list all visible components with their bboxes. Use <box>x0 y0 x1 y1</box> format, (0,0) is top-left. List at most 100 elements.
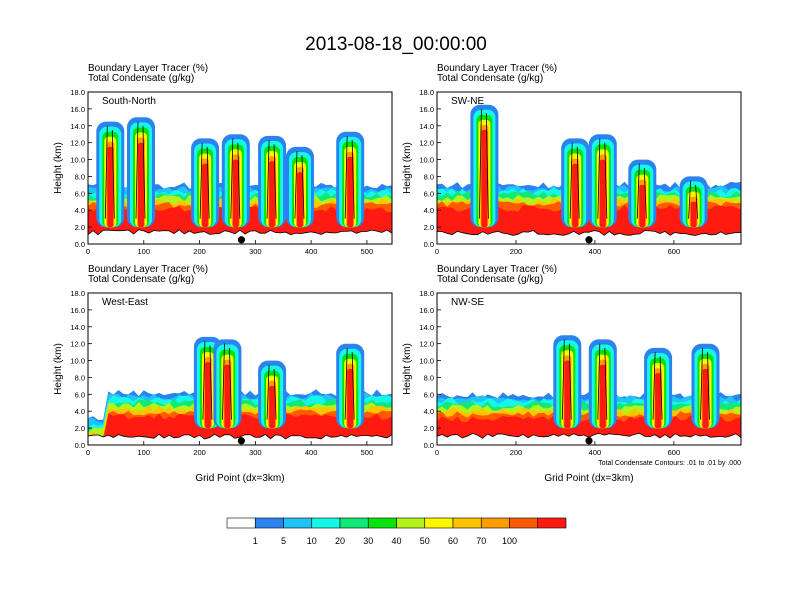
x-tick-label: 200 <box>193 448 206 457</box>
storm-column <box>655 373 662 429</box>
y-tick-label: 6.0 <box>75 390 85 399</box>
y-tick-label: 2.0 <box>75 223 85 232</box>
colorbar-label: 50 <box>420 536 430 546</box>
y-tick-label: 10.0 <box>419 156 434 165</box>
storm-column <box>572 163 579 228</box>
colorbar-label: 60 <box>448 536 458 546</box>
x-tick-label: 200 <box>510 448 523 457</box>
colorbar-segment <box>480 517 510 529</box>
y-tick-label: 6.0 <box>424 189 434 198</box>
y-tick-label: 14.0 <box>419 323 434 332</box>
colorbar-segment <box>283 517 313 529</box>
x-tick-label: 0 <box>435 247 439 256</box>
y-tick-label: 14.0 <box>70 122 85 131</box>
condensate-contour <box>230 138 241 219</box>
colorbar-segment <box>509 517 539 529</box>
x-tick-label: 0 <box>86 448 90 457</box>
panel-title-line: Boundary Layer Tracer (%) <box>437 264 557 275</box>
y-tick-label: 0.0 <box>424 240 434 249</box>
figure-title: 2013-08-18_00:00:00 <box>305 34 487 55</box>
storm-column <box>347 157 354 228</box>
y-axis-label: Height (km) <box>53 142 64 194</box>
y-tick-label: 8.0 <box>75 172 85 181</box>
y-tick-label: 10.0 <box>70 357 85 366</box>
panel-title-line: Boundary Layer Tracer (%) <box>88 264 208 275</box>
storm-column <box>690 201 697 228</box>
y-tick-label: 18.0 <box>70 289 85 298</box>
condensate-contour <box>478 108 489 219</box>
x-tick-label: 100 <box>138 247 151 256</box>
y-tick-label: 4.0 <box>424 206 434 215</box>
colorbar-segment <box>226 517 256 529</box>
y-tick-label: 2.0 <box>75 424 85 433</box>
storm-column <box>702 369 709 429</box>
y-tick-label: 2.0 <box>424 223 434 232</box>
y-tick-label: 14.0 <box>419 122 434 131</box>
plot-frame <box>87 292 393 446</box>
panels: 0.0 2.0 4.0 6.0 8.0 10.0 12.0 14.0 16.0 18.0 0 100 2… <box>53 63 742 484</box>
location-marker <box>585 236 593 244</box>
y-tick-label: 10.0 <box>70 156 85 165</box>
condensate-contour <box>104 125 115 219</box>
y-axis-label: Height (km) <box>402 142 413 194</box>
y-tick-label: 16.0 <box>70 306 85 315</box>
condensate-contour <box>561 339 572 420</box>
panel-title-line: Total Condensate (g/kg) <box>88 274 194 285</box>
y-axis-label: Height (km) <box>402 343 413 395</box>
y-tick-label: 4.0 <box>424 407 434 416</box>
condensate-contour <box>597 343 608 420</box>
y-tick-label: 12.0 <box>419 340 434 349</box>
colorbar-label: 70 <box>476 536 486 546</box>
x-tick-label: 200 <box>193 247 206 256</box>
y-tick-label: 16.0 <box>419 306 434 315</box>
location-marker <box>237 437 245 445</box>
y-tick-label: 12.0 <box>70 139 85 148</box>
x-tick-label: 200 <box>510 247 523 256</box>
colorbar-segment <box>339 517 369 529</box>
y-tick-label: 10.0 <box>419 357 434 366</box>
plot-frame <box>87 91 393 245</box>
plot-frame <box>436 91 742 245</box>
condensate-contour <box>344 135 355 219</box>
storm-column <box>297 172 303 228</box>
field <box>88 92 392 244</box>
condensate-contour <box>266 140 277 219</box>
x-tick-label: 600 <box>668 448 681 457</box>
condensate-contour <box>569 142 580 219</box>
colorbar-label: 1 <box>253 536 258 546</box>
y-tick-label: 8.0 <box>75 373 85 382</box>
condensate-contour <box>199 142 210 219</box>
colorbar: 1 5 10 20 30 40 50 60 70 100 <box>226 517 567 546</box>
field <box>88 293 392 445</box>
panel-name: West-East <box>102 297 148 308</box>
panel-title-line: Total Condensate (g/kg) <box>88 73 194 84</box>
condensate-contour <box>294 151 305 219</box>
field <box>437 293 741 445</box>
colorbar-segment <box>396 517 426 529</box>
y-tick-label: 6.0 <box>424 390 434 399</box>
colorbar-segment <box>452 517 482 529</box>
x-tick-label: 500 <box>361 448 374 457</box>
y-axis-label: Height (km) <box>53 343 64 395</box>
y-tick-label: 16.0 <box>419 105 434 114</box>
x-tick-label: 400 <box>305 448 318 457</box>
location-marker <box>585 437 593 445</box>
y-tick-label: 12.0 <box>70 340 85 349</box>
storm-column <box>224 364 231 429</box>
colorbar-segment <box>311 517 341 529</box>
location-marker <box>237 236 245 244</box>
storm-column <box>138 142 144 228</box>
condensate-contour <box>688 180 699 219</box>
panel-nw-se: 0.0 2.0 4.0 6.0 8.0 10.0 12.0 14.0 16.0 18.0 0 200 4… <box>402 264 742 484</box>
y-tick-label: 2.0 <box>424 424 434 433</box>
x-tick-label: 600 <box>668 247 681 256</box>
x-tick-label: 100 <box>138 448 151 457</box>
x-axis-label: Grid Point (dx=3km) <box>195 473 284 484</box>
panel-name: SW-NE <box>451 96 484 107</box>
y-tick-label: 18.0 <box>70 88 85 97</box>
condensate-contour <box>135 121 146 219</box>
colorbar-label: 30 <box>363 536 373 546</box>
y-tick-label: 18.0 <box>419 88 434 97</box>
colorbar-label: 5 <box>281 536 286 546</box>
x-tick-label: 400 <box>305 247 318 256</box>
